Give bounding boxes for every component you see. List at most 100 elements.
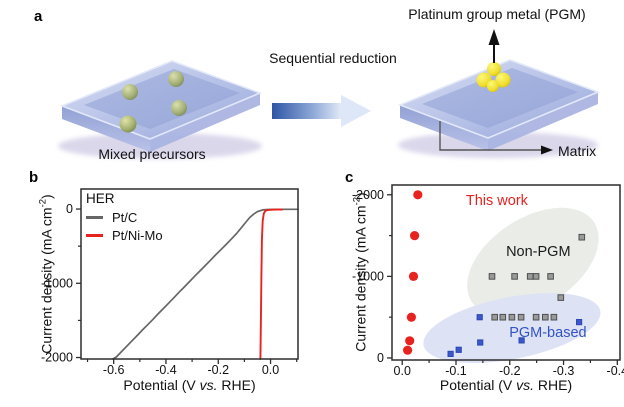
point-this-work bbox=[403, 345, 413, 355]
point-pgm-based bbox=[447, 350, 454, 357]
pgm-cluster bbox=[476, 62, 511, 92]
x-axis-label-text: RHE) bbox=[534, 377, 573, 393]
pgm-pointer-arrowhead bbox=[488, 29, 500, 45]
slab-front-right-face bbox=[488, 92, 598, 151]
matrix-caption: Matrix bbox=[558, 143, 597, 159]
x-tick-label: -0.1 bbox=[445, 364, 467, 378]
arrow-head bbox=[341, 95, 371, 127]
arrow-body bbox=[272, 103, 341, 119]
precursor-sphere bbox=[171, 100, 187, 116]
legend-title: HER bbox=[86, 191, 115, 206]
annotation-this-work: This work bbox=[466, 193, 529, 209]
x-axis-label-vs: vs. bbox=[199, 377, 218, 393]
precursor-sphere bbox=[119, 115, 137, 133]
y-axis-label-exponent: -2 bbox=[351, 196, 363, 206]
point-non-pgm bbox=[491, 313, 498, 321]
pt-ni-mo-line-swatch bbox=[86, 234, 103, 238]
x-tick-label: -0.4 bbox=[155, 363, 177, 377]
slab-recess bbox=[84, 69, 240, 129]
y-tick-label: -2000 bbox=[41, 351, 73, 365]
point-non-pgm bbox=[517, 313, 525, 321]
plot-frame bbox=[391, 184, 621, 361]
pgm-sphere bbox=[487, 80, 499, 92]
point-non-pgm bbox=[488, 273, 496, 280]
pgm-sphere bbox=[495, 72, 511, 88]
y-tick-label: -1000 bbox=[352, 269, 384, 283]
x-tick-label: -0.2 bbox=[499, 364, 521, 378]
slab-recess bbox=[422, 68, 578, 128]
slab-front-left-face bbox=[62, 106, 150, 152]
x-tick-label: 0.0 bbox=[394, 364, 411, 378]
y-axis-label-text: ) bbox=[352, 192, 369, 197]
point-non-pgm bbox=[547, 273, 554, 280]
sequential-reduction-arrow bbox=[272, 95, 371, 127]
panel-a-label: a bbox=[34, 8, 43, 25]
x-tick-label: -0.6 bbox=[103, 363, 125, 377]
sequential-reduction-caption: Sequential reduction bbox=[269, 50, 397, 66]
chart-b-x-axis-label: Potential (V vs. RHE) bbox=[81, 377, 298, 393]
point-pgm-based bbox=[455, 346, 462, 353]
annotation-pgm-based: PGM-based bbox=[509, 325, 586, 341]
point-this-work bbox=[405, 336, 415, 346]
y-axis-label-text: ) bbox=[38, 194, 55, 199]
point-non-pgm bbox=[532, 313, 540, 321]
point-non-pgm bbox=[532, 273, 540, 280]
y-axis-label-text: Current density (mA cm bbox=[38, 207, 55, 354]
plot-frame bbox=[80, 188, 299, 360]
chart-b-legend: HER Pt/C Pt/Ni-Mo bbox=[86, 190, 163, 246]
point-pgm-based bbox=[477, 339, 484, 346]
curve-pt-ni-mo bbox=[259, 208, 284, 360]
x-tick-label: 0.0 bbox=[262, 363, 279, 377]
matrix-connector-line bbox=[439, 121, 541, 151]
point-non-pgm bbox=[578, 233, 586, 241]
x-axis-label-text: RHE) bbox=[217, 377, 256, 393]
point-non-pgm bbox=[542, 313, 549, 321]
y-axis-label-exponent: -2 bbox=[37, 198, 49, 208]
pgm-sphere bbox=[487, 62, 501, 76]
x-tick-label: -0.4 bbox=[607, 364, 624, 378]
point-this-work bbox=[408, 271, 419, 281]
panel-b-label: b bbox=[29, 169, 39, 186]
y-axis-label-text: Current density (mA cm bbox=[352, 205, 369, 352]
point-non-pgm bbox=[550, 313, 558, 321]
slab-front-left-face bbox=[400, 105, 488, 151]
mixed-precursors-caption: Mixed precursors bbox=[98, 146, 206, 162]
point-pgm-based bbox=[576, 319, 583, 326]
point-this-work bbox=[413, 190, 423, 200]
point-this-work bbox=[410, 231, 420, 241]
annotation-non-pgm: Non-PGM bbox=[506, 244, 570, 260]
precursor-sphere bbox=[122, 84, 138, 100]
legend-label: Pt/C bbox=[112, 209, 138, 225]
point-non-pgm bbox=[499, 313, 507, 321]
y-tick-label: -1000 bbox=[41, 276, 73, 290]
mixed-precursors-slab bbox=[58, 60, 263, 159]
chart-c-y-axis-label: Current density (mA cm-2) bbox=[352, 192, 369, 351]
chart-c-x-axis-label: Potential (V vs. RHE) bbox=[392, 377, 620, 393]
x-tick-label: -0.3 bbox=[553, 364, 575, 378]
x-tick-label: -0.2 bbox=[207, 363, 229, 377]
point-non-pgm bbox=[557, 294, 565, 301]
panel-c-label: c bbox=[345, 169, 354, 186]
point-pgm-based bbox=[476, 314, 483, 321]
legend-item-pt-ni-mo: Pt/Ni-Mo bbox=[86, 227, 163, 246]
y-tick-label: 0 bbox=[66, 202, 73, 216]
point-pgm-based bbox=[518, 337, 525, 344]
y-tick-label: 0 bbox=[377, 351, 384, 365]
slab-front-right-face bbox=[150, 93, 260, 152]
x-axis-label-text: Potential (V bbox=[439, 377, 517, 393]
region-non-pgm-region bbox=[467, 207, 599, 317]
x-axis-label-text: Potential (V bbox=[123, 377, 200, 393]
x-axis-label-vs: vs. bbox=[516, 377, 535, 393]
legend-item-pt-c: Pt/C bbox=[86, 209, 163, 228]
region-pgm-based-region bbox=[423, 293, 601, 363]
point-non-pgm bbox=[511, 273, 518, 280]
legend-label: Pt/Ni-Mo bbox=[112, 228, 163, 243]
point-non-pgm bbox=[526, 273, 534, 280]
curve-pt-c bbox=[112, 208, 299, 360]
chart-b-y-axis-label: Current density (mA cm-2) bbox=[38, 194, 55, 353]
pt-c-line-swatch bbox=[86, 215, 103, 219]
